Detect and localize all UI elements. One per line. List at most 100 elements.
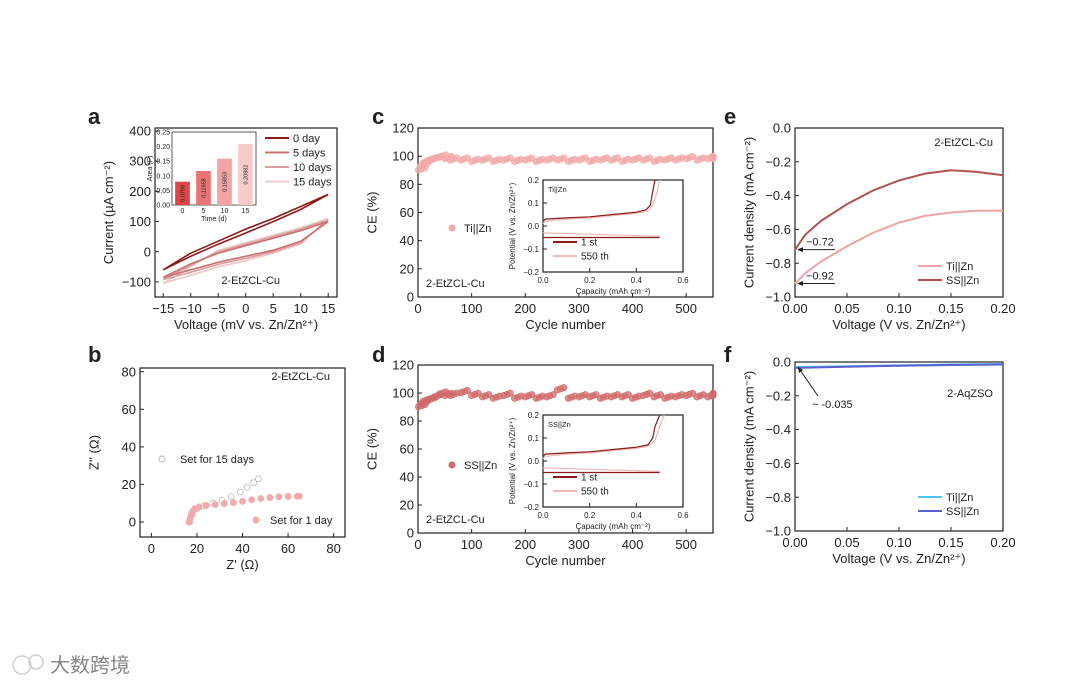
plot-frame xyxy=(794,361,1004,532)
inset-title: Ti||Zn xyxy=(548,185,567,194)
x-tick-label: 0 xyxy=(414,537,421,552)
panel-d: 0 100 200 300 400 500 0 20 40 60 80 100 120 Cycle num… xyxy=(364,358,717,568)
x-tick-label: 60 xyxy=(281,541,295,556)
y-axis-label: CE (%) xyxy=(364,192,379,234)
panel-c: 0 100 200 300 400 500 0 20 40 60 80 100 120 Cycle num… xyxy=(364,121,717,332)
x-tick-label: 0.20 xyxy=(990,301,1015,316)
panel-letter: f xyxy=(724,342,732,367)
x-tick-label: 100 xyxy=(461,301,483,316)
x-tick-label: 80 xyxy=(326,541,340,556)
x-tick-label: −10 xyxy=(180,301,202,316)
inset-charge-curve xyxy=(542,179,656,222)
y-tick-label: −0.8 xyxy=(765,256,791,271)
inset-discharge-curve xyxy=(542,467,660,472)
legend-marker xyxy=(448,224,456,232)
data-point xyxy=(266,494,274,501)
x-tick-label: 0.15 xyxy=(938,301,963,316)
ce-data-point xyxy=(506,389,514,397)
y-tick-label: 0 xyxy=(144,244,151,259)
inset-y-tick-label: 0.2 xyxy=(528,176,540,185)
y-tick-label: −0.4 xyxy=(765,422,791,437)
cv-curve xyxy=(162,220,329,279)
arrowhead-icon xyxy=(798,367,803,373)
inset-x-axis-label: Capacity (mAh cm⁻²) xyxy=(576,287,651,296)
panel-f: 0.00 0.05 0.10 0.15 0.20 −1.0 −0.8 −0.6 −0.4 −0.2… xyxy=(741,355,1015,566)
panel-letter: e xyxy=(724,104,736,129)
ce-data-point xyxy=(463,386,471,394)
watermark-text: 大数跨境 xyxy=(50,654,130,677)
inset-bar xyxy=(217,158,232,205)
callout-label: −0.92 xyxy=(806,270,834,282)
inset-bar-value-label: 0.11658 xyxy=(202,178,208,197)
inset-bar xyxy=(238,144,253,205)
inset-x-tick-label: 0.4 xyxy=(631,511,643,520)
inset-y-tick-label: 0.25 xyxy=(156,130,170,137)
data-point xyxy=(229,499,237,507)
x-tick-label: 0 xyxy=(414,301,421,316)
y-tick-label: 120 xyxy=(392,121,414,136)
x-axis-label: Cycle number xyxy=(525,553,606,568)
legend-marker xyxy=(252,516,260,524)
sample-annotation: 2-AqZSO xyxy=(947,388,993,400)
y-tick-label: 60 xyxy=(400,205,414,220)
inset-bar-value-label: 0.0798 xyxy=(181,185,187,202)
data-point xyxy=(248,496,256,504)
x-tick-label: 5 xyxy=(270,301,277,316)
inset-title: SS||Zn xyxy=(548,420,571,429)
legend-label: 15 days xyxy=(293,176,332,188)
arrowhead-icon xyxy=(797,280,803,286)
y-tick-label: 20 xyxy=(122,477,136,492)
x-tick-label: 400 xyxy=(622,301,644,316)
legend-label: 1 st xyxy=(581,473,597,484)
x-tick-label: −15 xyxy=(152,301,174,316)
y-axis-label: Current density (mA cm⁻²) xyxy=(741,137,756,288)
sample-annotation: 2-EtZCL-Cu xyxy=(271,371,330,383)
panel-b: 0 20 40 60 80 0 20 40 60 80 Z' (Ω) Z'' (Ω) 2-EtZCL-C… xyxy=(86,364,346,572)
y-tick-label: −0.2 xyxy=(765,154,791,169)
sample-annotation: 2-EtZCL-Cu xyxy=(221,275,280,287)
x-axis-label: Voltage (V vs. Zn/Zn²⁺) xyxy=(832,551,965,566)
inset-x-axis-label: Capacity (mAh cm⁻²) xyxy=(576,522,651,531)
data-point xyxy=(243,483,251,491)
callout-label: ~ -0.035 xyxy=(812,399,853,411)
legend-label: Ti||Zn xyxy=(946,261,973,273)
y-tick-label: 20 xyxy=(400,498,414,513)
inset-charge-curve xyxy=(542,414,661,457)
y-axis-label: Current density (mA cm⁻²) xyxy=(741,371,756,522)
current-density-curve xyxy=(794,169,1004,251)
inset-charge-curve xyxy=(542,414,665,460)
plot-frame xyxy=(139,367,346,538)
x-tick-label: 15 xyxy=(321,301,335,316)
current-density-curve xyxy=(794,363,1004,369)
legend-label: Ti||Zn xyxy=(946,492,973,504)
cv-curve xyxy=(162,217,329,285)
arrowhead-icon xyxy=(797,247,803,253)
x-tick-label: 0.00 xyxy=(782,535,807,550)
y-tick-label: 0 xyxy=(407,290,414,305)
legend-label: 550 th xyxy=(581,487,609,498)
x-tick-label: 0.20 xyxy=(990,535,1015,550)
x-tick-label: 400 xyxy=(622,537,644,552)
x-tick-label: 0 xyxy=(242,301,249,316)
legend-label: SS||Zn xyxy=(464,460,497,472)
x-tick-label: 100 xyxy=(461,537,483,552)
inset-y-axis-label: Area (F) xyxy=(147,156,154,182)
legend-label: Set for 1 day xyxy=(270,515,333,527)
legend-label: Set for 15 days xyxy=(180,454,254,466)
y-tick-label: −0.4 xyxy=(765,188,791,203)
cv-curve xyxy=(162,193,329,271)
legend-label: 10 days xyxy=(293,162,332,174)
y-tick-label: 40 xyxy=(400,470,414,485)
inset-bar xyxy=(196,170,211,205)
y-tick-label: −100 xyxy=(122,274,151,289)
y-axis-label: CE (%) xyxy=(364,428,379,470)
inset-y-tick-label: −0.1 xyxy=(523,245,539,254)
inset-y-tick-label: 0.10 xyxy=(156,173,170,180)
current-density-curve xyxy=(794,209,1003,285)
inset-y-tick-label: −0.2 xyxy=(523,268,539,277)
x-tick-label: 300 xyxy=(568,537,590,552)
x-axis-label: Z' (Ω) xyxy=(226,557,258,572)
x-axis-label: Cycle number xyxy=(525,317,606,332)
